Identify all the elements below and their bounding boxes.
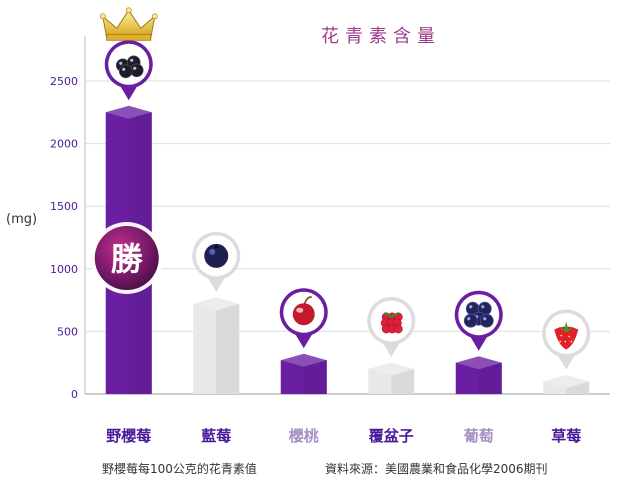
grape-icon (463, 301, 494, 328)
category-label-5: 草莓 (551, 427, 581, 445)
blueberry-icon (204, 243, 229, 268)
bar-5 (543, 374, 590, 394)
bar-4 (455, 356, 502, 394)
category-label-2: 櫻桃 (288, 427, 319, 445)
marker-4 (454, 290, 503, 351)
source-note: 資料來源：美國農業和食品化學2006期刊 (325, 462, 548, 476)
y-tick-label: 2000 (50, 138, 78, 151)
y-tick-label: 0 (71, 388, 78, 401)
y-tick-label: 500 (57, 325, 78, 338)
marker-5 (542, 309, 591, 370)
y-tick-label: 2500 (50, 75, 78, 88)
y-axis-label: (mg) (6, 212, 37, 227)
winner-badge-label: 勝 (111, 240, 144, 278)
y-tick-label: 1000 (50, 263, 78, 276)
footnote: 野櫻莓每100公克的花青素值 (102, 462, 257, 476)
y-tick-label: 1500 (50, 200, 78, 213)
marker-2 (279, 288, 328, 349)
category-label-4: 葡萄 (463, 427, 494, 445)
raspberry-icon (380, 312, 403, 334)
category-label-3: 覆盆子 (369, 427, 414, 445)
anthocyanin-chart: 花青素含量 (mg) 0 500 1000 1500 2000 2500 勝 野櫻莓 藍莓 櫻… (6, 7, 610, 445)
bar-3 (368, 362, 415, 394)
marker-1 (192, 231, 241, 292)
category-label-1: 藍莓 (201, 427, 231, 445)
bar-1 (193, 297, 240, 394)
strawberry-icon (554, 321, 579, 350)
category-label-0: 野櫻莓 (106, 427, 151, 445)
bar-2 (280, 353, 327, 394)
crown-icon (99, 7, 158, 41)
cherry-icon (292, 296, 315, 326)
marker-0 (104, 40, 153, 101)
winner-badge: 勝 (90, 222, 163, 294)
marker-3 (367, 296, 416, 357)
chart-title: 花青素含量 (321, 26, 441, 47)
aronia-berry-icon (115, 55, 144, 79)
